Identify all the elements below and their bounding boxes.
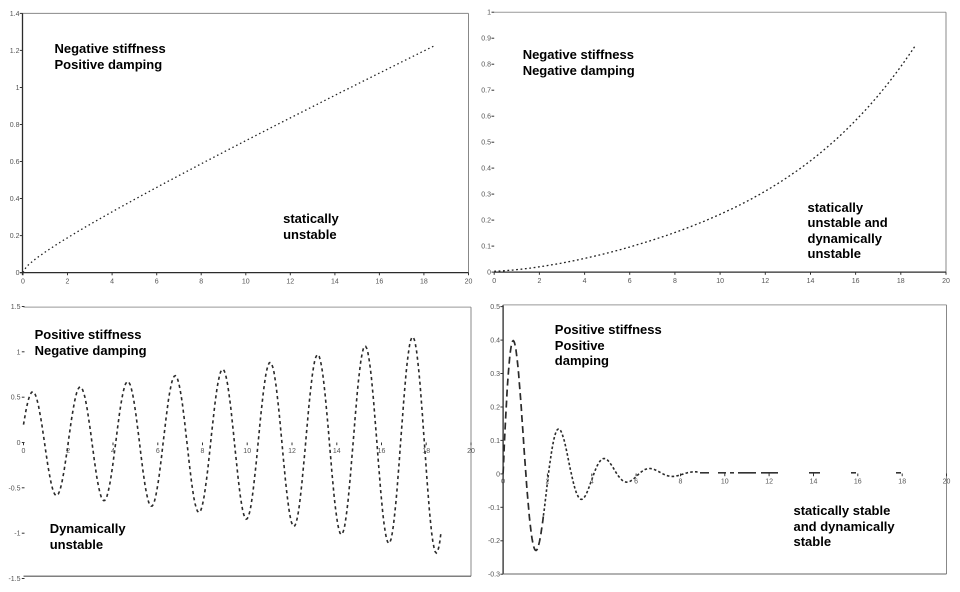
svg-text:1: 1 — [487, 10, 491, 17]
svg-text:10: 10 — [721, 479, 729, 486]
svg-text:20: 20 — [465, 278, 473, 285]
svg-text:18: 18 — [898, 479, 906, 486]
svg-text:6: 6 — [628, 278, 632, 285]
svg-text:0.2: 0.2 — [481, 218, 491, 225]
svg-text:12: 12 — [286, 278, 294, 285]
svg-text:0: 0 — [22, 448, 26, 455]
svg-text:2: 2 — [545, 479, 549, 486]
svg-text:0.2: 0.2 — [10, 233, 20, 240]
svg-text:0.8: 0.8 — [10, 122, 20, 129]
svg-text:4: 4 — [590, 479, 594, 486]
svg-text:4: 4 — [110, 278, 114, 285]
svg-text:8: 8 — [679, 479, 683, 486]
svg-text:14: 14 — [807, 278, 815, 285]
svg-text:10: 10 — [243, 448, 251, 455]
svg-text:1.4: 1.4 — [10, 11, 20, 18]
svg-text:4: 4 — [583, 278, 587, 285]
svg-text:12: 12 — [761, 278, 769, 285]
svg-text:2: 2 — [537, 278, 541, 285]
svg-text:0.3: 0.3 — [490, 371, 500, 378]
svg-text:0.6: 0.6 — [481, 114, 491, 121]
svg-text:8: 8 — [673, 278, 677, 285]
svg-text:8: 8 — [201, 448, 205, 455]
svg-text:0.2: 0.2 — [490, 405, 500, 412]
svg-text:0.7: 0.7 — [481, 88, 491, 95]
svg-text:0: 0 — [17, 440, 21, 447]
svg-text:18: 18 — [422, 448, 430, 455]
svg-text:0: 0 — [16, 270, 20, 277]
svg-text:-0.5: -0.5 — [8, 485, 20, 492]
svg-text:0.4: 0.4 — [490, 338, 500, 345]
svg-text:-0.2: -0.2 — [488, 538, 500, 545]
svg-text:20: 20 — [942, 278, 950, 285]
svg-text:16: 16 — [378, 448, 386, 455]
svg-text:12: 12 — [288, 448, 296, 455]
svg-text:0: 0 — [21, 278, 25, 285]
svg-text:0.1: 0.1 — [490, 438, 500, 445]
svg-text:0: 0 — [496, 471, 500, 478]
svg-text:0.6: 0.6 — [10, 159, 20, 166]
svg-text:14: 14 — [810, 479, 818, 486]
svg-text:14: 14 — [333, 448, 341, 455]
svg-text:-1: -1 — [14, 531, 20, 538]
svg-text:1: 1 — [17, 349, 21, 356]
svg-text:16: 16 — [854, 479, 862, 486]
svg-text:-0.1: -0.1 — [488, 505, 500, 512]
svg-text:10: 10 — [716, 278, 724, 285]
svg-text:6: 6 — [155, 278, 159, 285]
svg-text:0.4: 0.4 — [481, 166, 491, 173]
svg-text:6: 6 — [634, 479, 638, 486]
svg-text:0.3: 0.3 — [481, 192, 491, 199]
svg-text:0.1: 0.1 — [481, 244, 491, 251]
svg-text:-1.5: -1.5 — [8, 576, 20, 583]
svg-text:0.5: 0.5 — [490, 304, 500, 311]
svg-text:10: 10 — [242, 278, 250, 285]
svg-text:1.2: 1.2 — [10, 48, 20, 55]
svg-text:12: 12 — [765, 479, 773, 486]
svg-text:0.4: 0.4 — [10, 196, 20, 203]
svg-text:4: 4 — [111, 448, 115, 455]
svg-text:2: 2 — [66, 278, 70, 285]
svg-text:18: 18 — [420, 278, 428, 285]
svg-text:0.9: 0.9 — [481, 36, 491, 43]
svg-text:0.8: 0.8 — [481, 62, 491, 69]
svg-text:18: 18 — [897, 278, 905, 285]
svg-text:2: 2 — [66, 448, 70, 455]
svg-text:1: 1 — [16, 85, 20, 92]
svg-text:0: 0 — [492, 278, 496, 285]
svg-text:16: 16 — [852, 278, 860, 285]
svg-text:20: 20 — [943, 479, 951, 486]
svg-text:8: 8 — [199, 278, 203, 285]
svg-text:6: 6 — [156, 448, 160, 455]
svg-text:0.5: 0.5 — [11, 395, 21, 402]
svg-text:0.5: 0.5 — [481, 140, 491, 147]
svg-text:1.5: 1.5 — [11, 304, 21, 311]
svg-text:20: 20 — [467, 448, 475, 455]
svg-text:0: 0 — [501, 479, 505, 486]
svg-text:14: 14 — [331, 278, 339, 285]
svg-text:0: 0 — [487, 270, 491, 277]
svg-text:16: 16 — [376, 278, 384, 285]
svg-text:-0.3: -0.3 — [488, 572, 500, 579]
